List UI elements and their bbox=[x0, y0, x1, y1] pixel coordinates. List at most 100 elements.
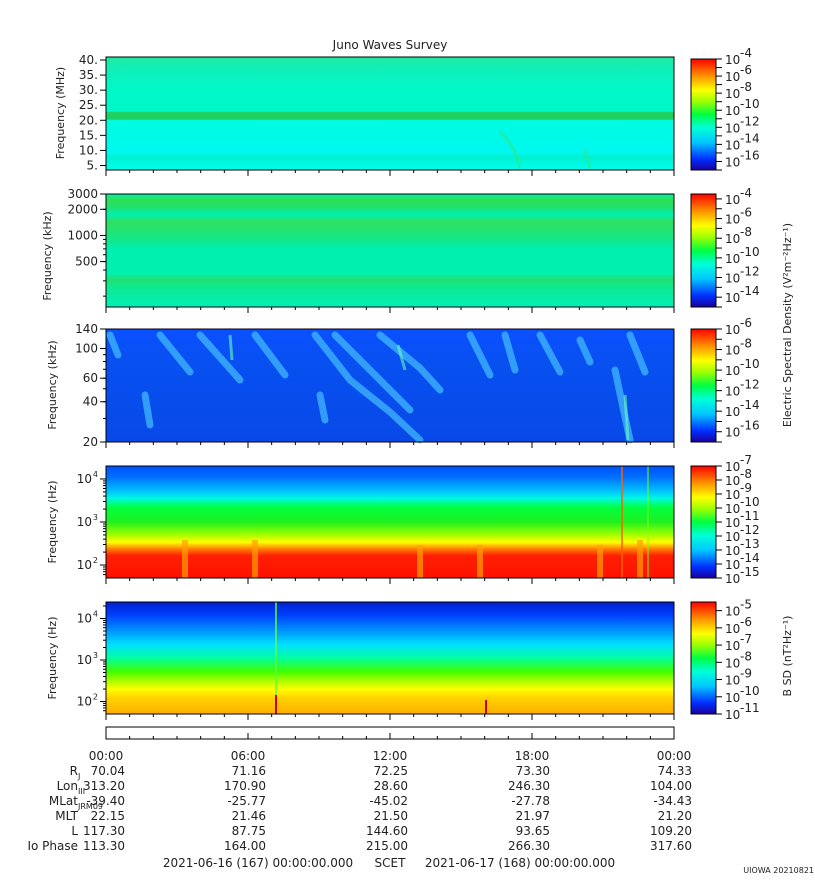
colorbar-label-base: 10 bbox=[725, 572, 740, 586]
y-tick-label: 10 bbox=[77, 472, 92, 486]
colorbar-label-exponent: -8 bbox=[740, 337, 752, 351]
colorbar-label-exponent: -9 bbox=[740, 481, 752, 495]
ephemeris-value: 246.30 bbox=[508, 779, 550, 793]
colorbar-label-exponent: -4 bbox=[740, 46, 752, 60]
colorbar-label-base: 10 bbox=[725, 138, 740, 152]
colorbar-label-exponent: -11 bbox=[740, 509, 760, 523]
ephemeris-value: 266.30 bbox=[508, 839, 550, 853]
y-tick-label: 30. bbox=[79, 83, 98, 97]
colorbar-label-exponent: -11 bbox=[740, 701, 760, 715]
colorbar-label-base: 10 bbox=[725, 70, 740, 84]
ephemeris-row-subscript: JRM09 bbox=[77, 802, 103, 811]
y-tick-exponent: 2 bbox=[93, 693, 98, 702]
colorbar-label-exponent: -10 bbox=[740, 245, 760, 259]
ephemeris-row-subscript: III bbox=[78, 787, 85, 796]
ephemeris-value: 117.30 bbox=[83, 824, 125, 838]
ephemeris-value: 22.15 bbox=[91, 809, 125, 823]
ephemeris-value: 215.00 bbox=[366, 839, 408, 853]
ephemeris-value: 71.16 bbox=[232, 764, 266, 778]
ephemeris-value: 72.25 bbox=[374, 764, 408, 778]
panel-hfwbr-spectrogram bbox=[106, 57, 674, 170]
time-tick-label: 06:00 bbox=[231, 749, 266, 763]
y-tick-label: 140 bbox=[75, 322, 98, 336]
colorbar-bsd-label: B SD (nT²Hz⁻¹) bbox=[781, 616, 794, 697]
y-tick-label: 100 bbox=[75, 342, 98, 356]
colorbar-label-exponent: -6 bbox=[740, 615, 752, 629]
colorbar-label-base: 10 bbox=[725, 252, 740, 266]
colorbar-label-exponent: -7 bbox=[740, 453, 752, 467]
colorbar-label-base: 10 bbox=[725, 622, 740, 636]
colorbar-label-base: 10 bbox=[725, 232, 740, 246]
colorbar-label-base: 10 bbox=[725, 385, 740, 399]
colorbar-label-base: 10 bbox=[725, 213, 740, 227]
y-tick-label: 40 bbox=[83, 395, 98, 409]
footer-scet: SCET bbox=[375, 856, 407, 870]
y-tick-exponent: 2 bbox=[93, 556, 98, 565]
ephemeris-value: -39.40 bbox=[86, 794, 125, 808]
ephemeris-value: -27.78 bbox=[511, 794, 550, 808]
colorbar-label-base: 10 bbox=[725, 426, 740, 440]
colorbar-label-exponent: -8 bbox=[740, 467, 752, 481]
colorbar-label-exponent: -10 bbox=[740, 684, 760, 698]
colorbar-label-base: 10 bbox=[725, 639, 740, 653]
colorbar-label-base: 10 bbox=[725, 502, 740, 516]
colorbar-label-base: 10 bbox=[725, 474, 740, 488]
colorbar-label-base: 10 bbox=[725, 656, 740, 670]
colorbar-label-exponent: -10 bbox=[740, 97, 760, 111]
colorbar-label-base: 10 bbox=[725, 53, 740, 67]
y-tick-label: 10 bbox=[77, 695, 92, 709]
footer-stamp: UIOWA 20210821 bbox=[743, 866, 814, 875]
ephemeris-value: 113.30 bbox=[83, 839, 125, 853]
ephemeris-row-label: Io Phase bbox=[27, 839, 78, 853]
colorbar-label-exponent: -16 bbox=[740, 419, 760, 433]
ephemeris-value: 170.90 bbox=[224, 779, 266, 793]
colorbar-label-base: 10 bbox=[725, 558, 740, 572]
y-tick-label: 5. bbox=[87, 158, 98, 172]
colorbar-label-base: 10 bbox=[725, 488, 740, 502]
y-tick-label: 15. bbox=[79, 128, 98, 142]
colorbar-label-base: 10 bbox=[725, 121, 740, 135]
panel-lfr-high: 140 100 60 40 20 Frequency (kHz) bbox=[46, 322, 675, 449]
panel-hfwbr-ylabel: Frequency (MHz) bbox=[54, 67, 67, 159]
panel-lfr-high-ylabel: Frequency (kHz) bbox=[46, 340, 59, 429]
ephemeris-row-label: MLat bbox=[49, 794, 78, 808]
colorbar-label-base: 10 bbox=[725, 291, 740, 305]
colorbar-label-base: 10 bbox=[725, 193, 740, 207]
ephemeris-value: 21.97 bbox=[516, 809, 550, 823]
ephemeris-value: 21.50 bbox=[374, 809, 408, 823]
colorbar-label-base: 10 bbox=[725, 516, 740, 530]
colorbar-label-base: 10 bbox=[725, 104, 740, 118]
y-tick-label: 10. bbox=[79, 143, 98, 157]
colorbar-label-exponent: -12 bbox=[740, 523, 760, 537]
panel-lfr-b-ylabel: Frequency (Hz) bbox=[46, 617, 59, 700]
colorbar-label-base: 10 bbox=[725, 530, 740, 544]
footer-end-time: 2021-06-17 (168) 00:00:00.000 bbox=[425, 856, 615, 870]
colorbar-label-exponent: -15 bbox=[740, 565, 760, 579]
y-tick-exponent: 4 bbox=[93, 610, 98, 619]
panel-hfr-ylabel: Frequency (kHz) bbox=[41, 211, 54, 300]
colorbar-label-base: 10 bbox=[725, 605, 740, 619]
colorbar-label-exponent: -9 bbox=[740, 667, 752, 681]
y-tick-exponent: 4 bbox=[93, 470, 98, 479]
ephemeris-value: 74.33 bbox=[658, 764, 692, 778]
y-tick-label: 25. bbox=[79, 98, 98, 112]
colorbar-label-exponent: -4 bbox=[740, 186, 752, 200]
time-tick-label: 12:00 bbox=[373, 749, 408, 763]
colorbar-label-exponent: -6 bbox=[740, 206, 752, 220]
ephemeris-value: -25.77 bbox=[227, 794, 266, 808]
ephemeris-value: 87.75 bbox=[232, 824, 266, 838]
y-tick-label: 35. bbox=[79, 68, 98, 82]
colorbar-label-exponent: -13 bbox=[740, 537, 760, 551]
y-tick-label: 10 bbox=[77, 558, 92, 572]
colorbar-label-exponent: -10 bbox=[740, 357, 760, 371]
ephemeris-value: 73.30 bbox=[516, 764, 550, 778]
colorbar-label-base: 10 bbox=[725, 87, 740, 101]
colorbar-label-base: 10 bbox=[725, 344, 740, 358]
